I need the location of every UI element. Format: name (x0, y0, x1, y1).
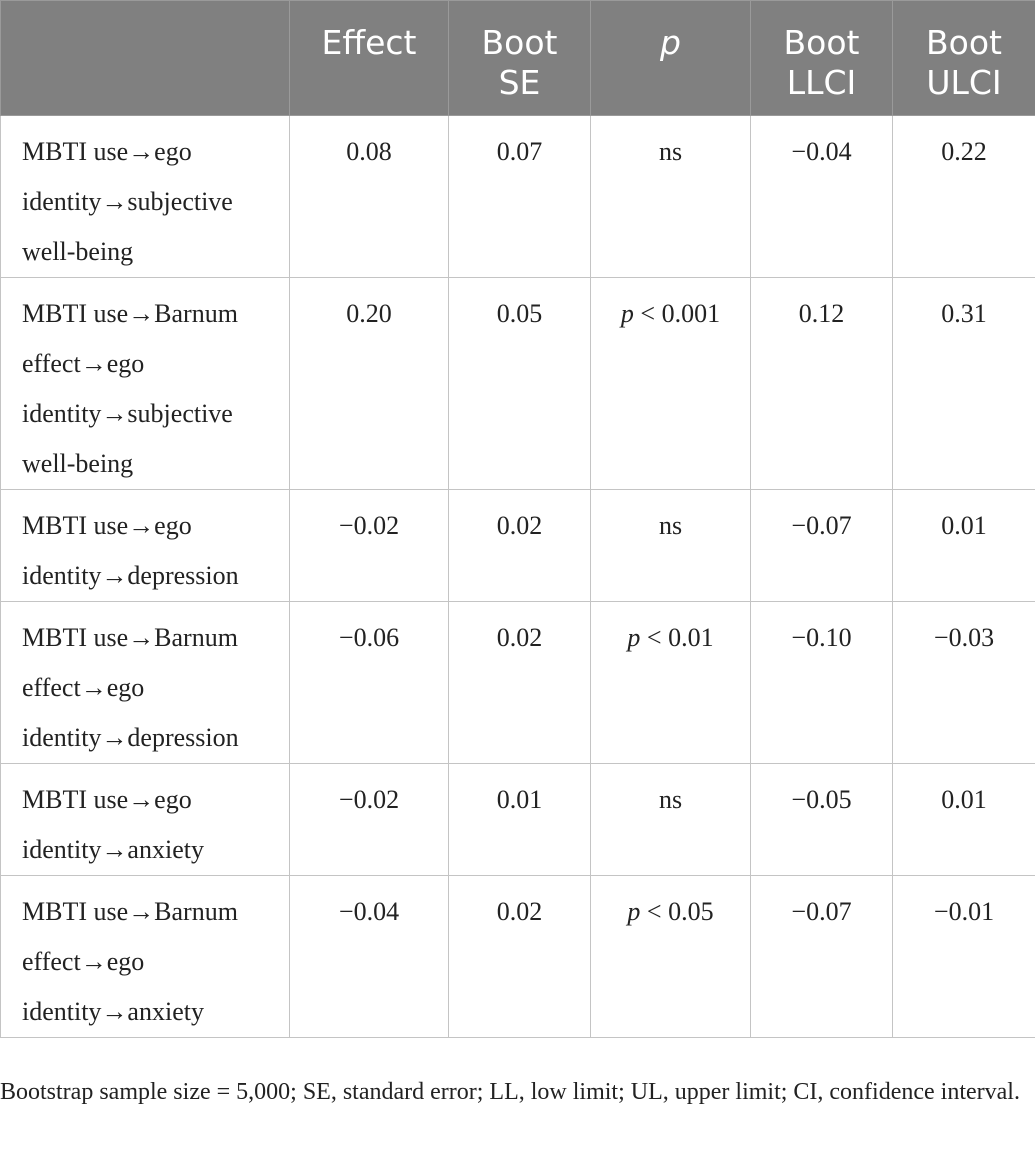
header-effect: Effect (289, 0, 449, 116)
boot-ulci-cell: 0.01 (892, 763, 1035, 876)
table-row: MBTI use→Barnum effect→ego identity→anxiet… (0, 875, 1035, 1038)
table-row: MBTI use→ego identity→subjective well-bein… (0, 115, 1035, 278)
header-boot-llci: Boot LLCI (750, 0, 893, 116)
effect-cell: −0.04 (289, 875, 449, 1038)
boot-ulci-cell: −0.01 (892, 875, 1035, 1038)
boot-se-cell: 0.07 (448, 115, 591, 278)
p-value-cell: p < 0.01 (590, 601, 751, 764)
p-value-cell: ns (590, 489, 751, 602)
boot-se-cell: 0.02 (448, 489, 591, 602)
p-value-cell: p < 0.05 (590, 875, 751, 1038)
header-boot-ulci: Boot ULCI (892, 0, 1035, 116)
boot-ulci-cell: 0.01 (892, 489, 1035, 602)
row-path-label: MBTI use→Barnum effect→ego identity→depres… (0, 601, 290, 764)
effect-cell: −0.02 (289, 489, 449, 602)
boot-se-cell: 0.05 (448, 277, 591, 490)
row-path-label: MBTI use→Barnum effect→ego identity→anxiet… (0, 875, 290, 1038)
table-row: MBTI use→ego identity→depression −0.02 0.… (0, 489, 1035, 602)
boot-llci-cell: −0.07 (750, 489, 893, 602)
p-value-cell: p < 0.001 (590, 277, 751, 490)
boot-se-cell: 0.01 (448, 763, 591, 876)
boot-ulci-cell: 0.22 (892, 115, 1035, 278)
mediation-effects-table: Effect Boot SE p Boot LLCI Boot ULCI MBTI u… (0, 0, 1035, 1038)
boot-llci-cell: −0.05 (750, 763, 893, 876)
table-footnote: Bootstrap sample size = 5,000; SE, stand… (0, 1079, 1020, 1105)
boot-llci-cell: −0.04 (750, 115, 893, 278)
effect-cell: −0.02 (289, 763, 449, 876)
boot-llci-cell: −0.10 (750, 601, 893, 764)
boot-llci-cell: 0.12 (750, 277, 893, 490)
boot-ulci-cell: 0.31 (892, 277, 1035, 490)
header-p: p (590, 0, 751, 116)
boot-se-cell: 0.02 (448, 875, 591, 1038)
row-path-label: MBTI use→ego identity→anxiety (0, 763, 290, 876)
boot-llci-cell: −0.07 (750, 875, 893, 1038)
p-value-cell: ns (590, 763, 751, 876)
boot-ulci-cell: −0.03 (892, 601, 1035, 764)
table-row: MBTI use→Barnum effect→ego identity→depres… (0, 601, 1035, 764)
table-row: MBTI use→ego identity→anxiety −0.02 0.01 … (0, 763, 1035, 876)
boot-se-cell: 0.02 (448, 601, 591, 764)
header-row: Effect Boot SE p Boot LLCI Boot ULCI (0, 0, 1035, 116)
table-row: MBTI use→Barnum effect→ego identity→subjec… (0, 277, 1035, 490)
header-boot-se: Boot SE (448, 0, 591, 116)
row-path-label: MBTI use→Barnum effect→ego identity→subjec… (0, 277, 290, 490)
effect-cell: 0.08 (289, 115, 449, 278)
row-path-label: MBTI use→ego identity→depression (0, 489, 290, 602)
header-path (0, 0, 290, 116)
effect-cell: 0.20 (289, 277, 449, 490)
p-value-cell: ns (590, 115, 751, 278)
effect-cell: −0.06 (289, 601, 449, 764)
row-path-label: MBTI use→ego identity→subjective well-bein… (0, 115, 290, 278)
